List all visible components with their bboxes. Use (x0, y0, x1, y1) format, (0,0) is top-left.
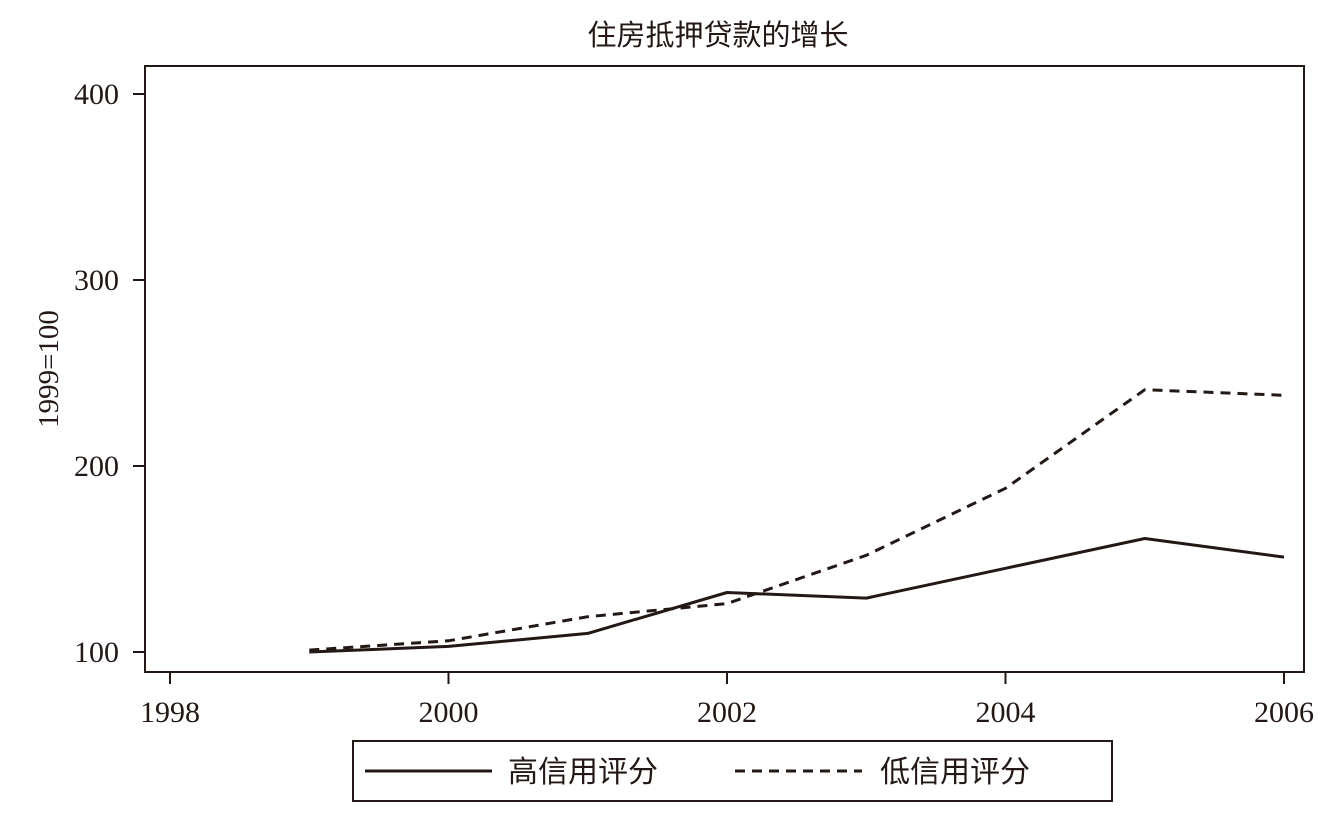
series-layer (309, 388, 1285, 654)
legend: 高信用评分 低信用评分 (352, 740, 1113, 802)
series-line-low-credit (309, 388, 1285, 652)
x-tick-label: 2000 (419, 696, 479, 729)
x-tick-label: 2002 (697, 696, 757, 729)
y-axis: 100 200 300 400 (74, 78, 145, 669)
legend-label-low-credit: 低信用评分 (880, 755, 1030, 790)
legend-box (352, 740, 1113, 802)
x-tick-label: 2004 (976, 696, 1036, 729)
y-tick-label: 300 (74, 264, 119, 297)
chart-title: 住房抵押贷款的增长 (587, 18, 848, 52)
legend-label-high-credit: 高信用评分 (508, 755, 658, 790)
x-tick-label: 2006 (1254, 696, 1314, 729)
y-axis-label: 1999=100 (33, 310, 65, 428)
y-tick-label: 200 (74, 450, 119, 483)
x-tick-label: 1998 (140, 696, 200, 729)
x-axis: 1998 2000 2002 2004 2006 (140, 672, 1314, 729)
series-line-high-credit (309, 537, 1285, 654)
y-tick-label: 400 (74, 78, 119, 111)
plot-area-frame (144, 65, 1305, 673)
y-tick-label: 100 (74, 636, 119, 669)
